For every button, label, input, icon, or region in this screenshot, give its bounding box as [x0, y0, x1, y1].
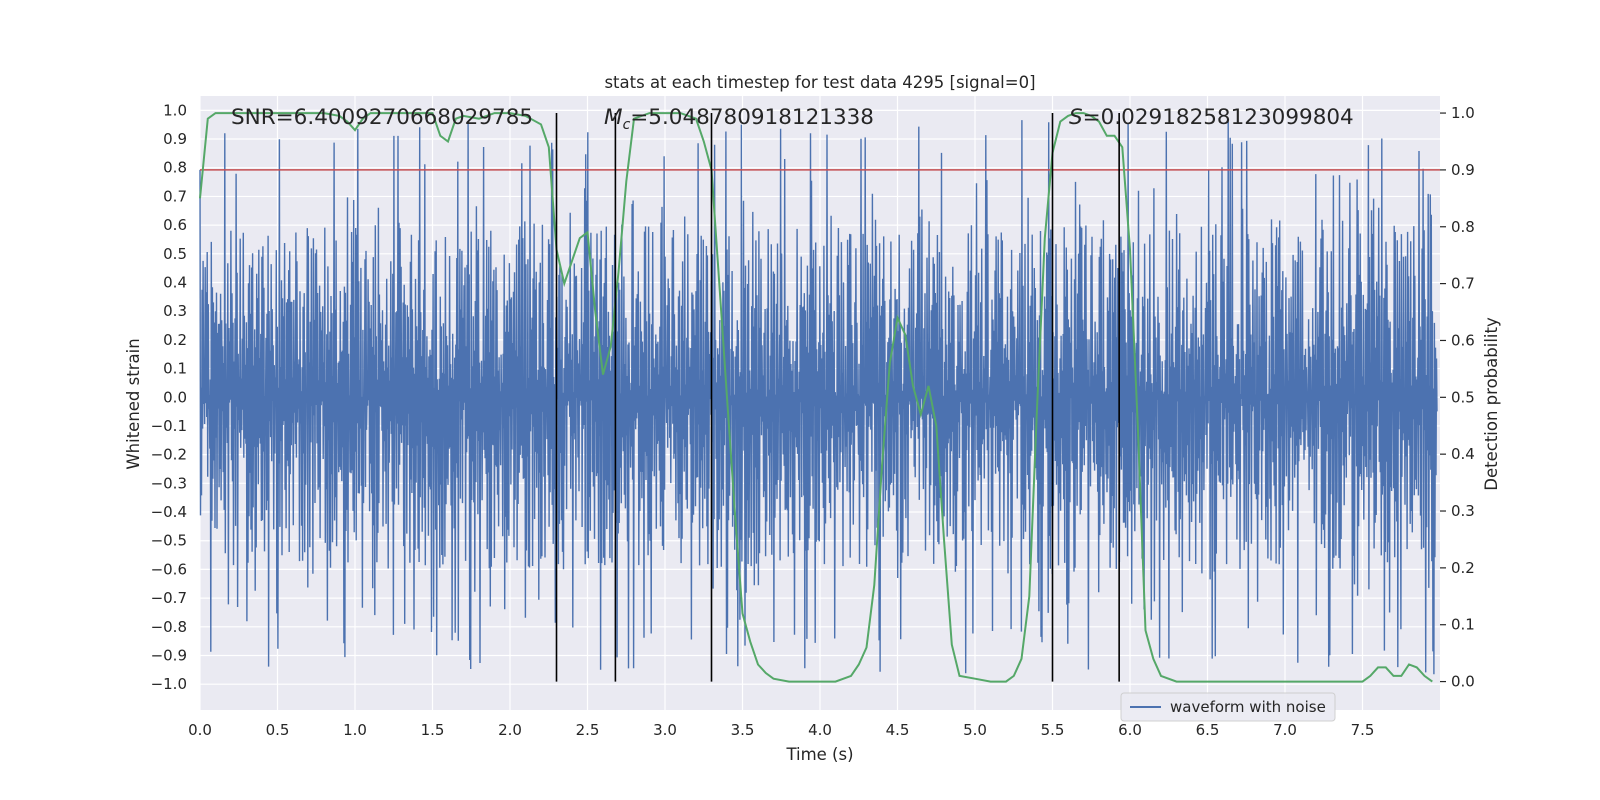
y-left-axis-label: Whitened strain — [124, 338, 143, 469]
x-tick-label: 5.5 — [1041, 721, 1065, 739]
x-tick-label: 7.5 — [1351, 721, 1375, 739]
x-tick-label: 4.5 — [886, 721, 910, 739]
y-left-tick-label: −0.7 — [151, 589, 187, 607]
detection-probability-line — [199, 112, 1433, 683]
y-left-tick-label: −0.4 — [151, 503, 187, 521]
y-left-tick-label: −0.3 — [151, 474, 187, 492]
chirp-mass-annotation: Mc=5.048780918121338 — [604, 105, 874, 133]
y-left-tick-label: 0.6 — [163, 216, 187, 234]
y-right-tick-label: 0.3 — [1451, 502, 1475, 520]
legend: waveform with noise — [1120, 692, 1336, 722]
snr-annotation: SNR=6.4009270668029785 — [231, 105, 533, 130]
y-right-tick-label: 1.0 — [1451, 104, 1475, 122]
y-right-tick-label: 0.2 — [1451, 559, 1475, 577]
y-left-axis-ticks: 1.0 0.9 0.8 0.7 0.6 0.5 0.4 0.3 0.2 0.1 0.0 −0.1 −0.… — [151, 101, 187, 693]
waveform-line — [199, 120, 1438, 675]
y-left-tick-label: 0.1 — [163, 360, 187, 378]
y-left-tick-label: −0.1 — [151, 417, 187, 435]
y-left-tick-label: −0.2 — [151, 446, 187, 464]
x-tick-label: 1.0 — [343, 721, 367, 739]
chirp-mass-subscript: c — [623, 117, 631, 133]
y-right-tick-label: 0.1 — [1451, 616, 1475, 634]
y-right-axis-label: Detection probability — [1482, 317, 1501, 491]
y-left-tick-label: −0.9 — [151, 646, 187, 664]
y-left-tick-label: −0.5 — [151, 532, 187, 550]
s-symbol: S — [1069, 105, 1083, 130]
y-left-tick-label: 0.0 — [163, 388, 187, 406]
legend-label-waveform: waveform with noise — [1170, 698, 1326, 716]
x-tick-label: 2.0 — [498, 721, 522, 739]
y-left-tick-label: 0.8 — [163, 159, 187, 177]
y-left-tick-label: 0.7 — [163, 187, 187, 205]
s-value: =0.02918258123099804 — [1083, 105, 1354, 130]
legend-box — [1120, 692, 1336, 722]
x-axis-label: Time (s) — [785, 745, 853, 764]
y-right-tick-label: 0.6 — [1451, 331, 1475, 349]
y-left-tick-label: 0.5 — [163, 245, 187, 263]
x-tick-label: 4.0 — [808, 721, 832, 739]
x-axis-ticks: 0.0 0.5 1.0 1.5 2.0 2.5 3.0 3.5 4.0 4.5 5.0 5.5 6.0 6… — [188, 721, 1374, 739]
waveform-with-noise-series — [199, 120, 1438, 675]
x-tick-label: 1.5 — [421, 721, 445, 739]
vertical-markers — [555, 113, 1120, 682]
y-left-tick-label: 0.4 — [163, 273, 187, 291]
detection-probability-series — [199, 112, 1433, 683]
y-right-tick-label: 0.5 — [1451, 388, 1475, 406]
x-tick-label: 7.0 — [1273, 721, 1297, 739]
s-annotation: S=0.02918258123099804 — [1069, 105, 1354, 130]
x-tick-label: 6.0 — [1118, 721, 1142, 739]
x-tick-label: 5.0 — [963, 721, 987, 739]
chart-title: stats at each timestep for test data 429… — [604, 73, 1035, 92]
y-left-tick-label: 0.3 — [163, 302, 187, 320]
y-right-tick-label: 0.8 — [1451, 218, 1475, 236]
y-left-tick-label: −0.8 — [151, 618, 187, 636]
y-left-tick-label: −0.6 — [151, 560, 187, 578]
x-tick-label: 0.0 — [188, 721, 212, 739]
y-right-tick-label: 0.7 — [1451, 275, 1475, 293]
chirp-mass-symbol: M — [604, 105, 623, 130]
y-left-tick-label: 1.0 — [163, 101, 187, 119]
x-tick-label: 3.0 — [653, 721, 677, 739]
x-tick-label: 0.5 — [266, 721, 290, 739]
y-right-tick-label: 0.4 — [1451, 445, 1475, 463]
x-tick-label: 2.5 — [576, 721, 600, 739]
y-right-tick-label: 0.9 — [1451, 161, 1475, 179]
x-tick-label: 3.5 — [731, 721, 755, 739]
y-left-tick-label: 0.2 — [163, 331, 187, 349]
y-left-tick-label: 0.9 — [163, 130, 187, 148]
y-right-tick-label: 0.0 — [1451, 673, 1475, 691]
x-tick-label: 6.5 — [1196, 721, 1220, 739]
y-left-tick-label: −1.0 — [151, 675, 187, 693]
y-right-axis-ticks: 1.0 0.9 0.8 0.7 0.6 0.5 0.4 0.3 0.2 0.1 0.0 — [1440, 104, 1475, 691]
chirp-mass-value: =5.048780918121338 — [630, 105, 874, 130]
